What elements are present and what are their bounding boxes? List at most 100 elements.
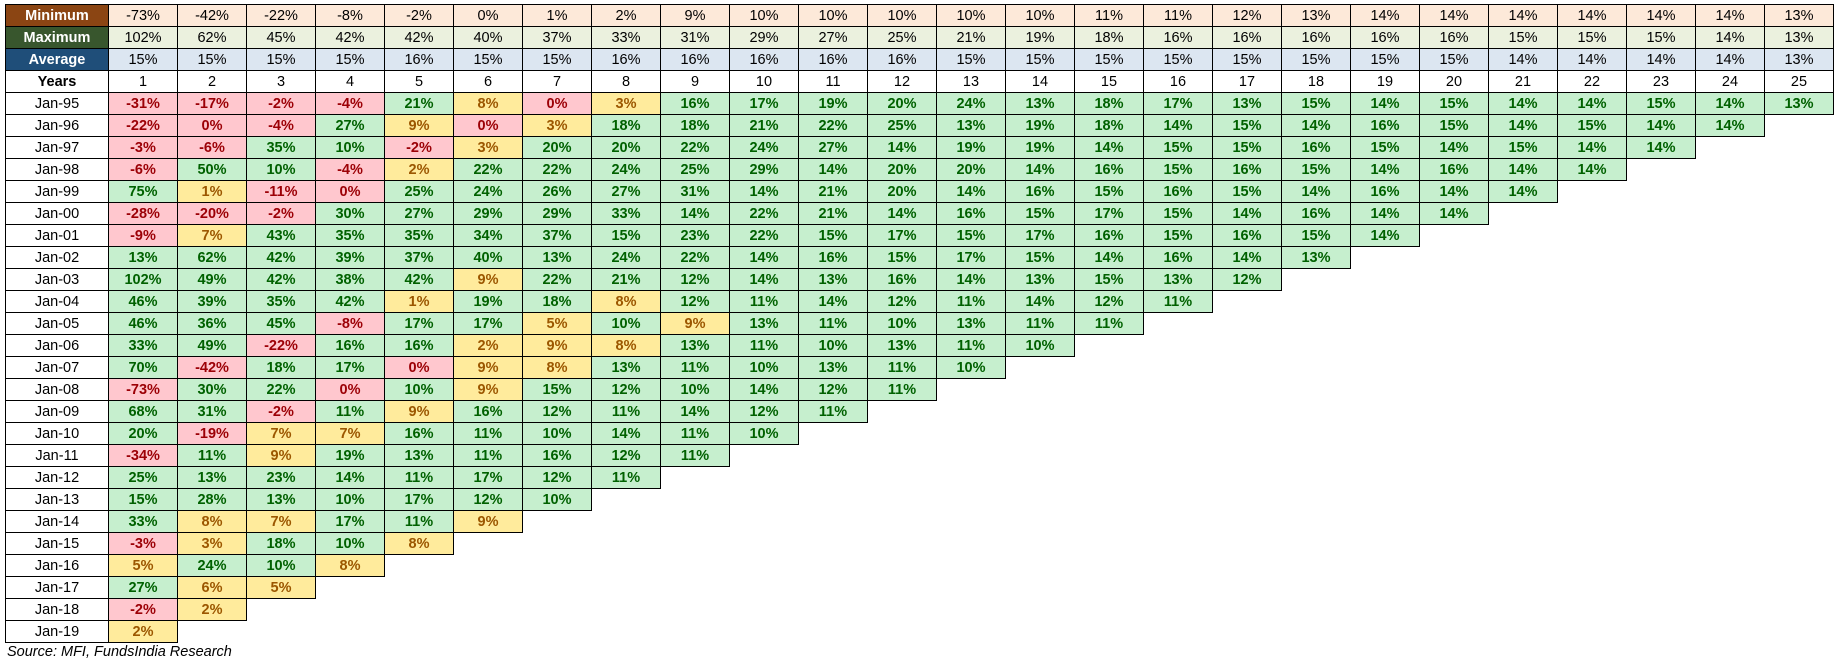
empty-cell xyxy=(1213,533,1282,555)
return-cell: 13% xyxy=(798,356,868,379)
return-cell: 14% xyxy=(1626,114,1696,137)
empty-cell xyxy=(937,511,1006,533)
empty-cell xyxy=(937,533,1006,555)
return-cell: 12% xyxy=(591,378,661,401)
empty-cell xyxy=(937,577,1006,599)
table-row: Jan-04 46% 39% 35% 42% 1% 19% 18% 8% 12% 11% 14% 12%… xyxy=(5,290,1834,313)
return-cell: 14% xyxy=(1557,92,1627,115)
empty-cell xyxy=(1627,203,1696,225)
empty-cell xyxy=(1144,313,1213,335)
average-value: 15% xyxy=(522,48,592,71)
return-cell: 14% xyxy=(1212,246,1282,269)
maximum-value: 18% xyxy=(1074,26,1144,49)
empty-cell xyxy=(730,489,799,511)
return-cell: 17% xyxy=(384,312,454,335)
return-cell: 22% xyxy=(453,158,523,181)
return-cell: 11% xyxy=(936,290,1006,313)
empty-cell xyxy=(1420,599,1489,621)
empty-cell xyxy=(1213,599,1282,621)
empty-cell xyxy=(1627,159,1696,181)
minimum-value: 12% xyxy=(1212,4,1282,27)
return-cell: 9% xyxy=(453,356,523,379)
empty-cell xyxy=(1213,423,1282,445)
maximum-value: 42% xyxy=(315,26,385,49)
empty-cell xyxy=(1282,621,1351,643)
empty-cell xyxy=(1765,137,1834,159)
table-row: Jan-11 -34% 11% 9% 19% 13% 11% 16% 12% 11% xyxy=(5,444,1834,467)
return-cell: -9% xyxy=(108,224,178,247)
empty-cell xyxy=(1006,423,1075,445)
maximum-value: 16% xyxy=(1281,26,1351,49)
maximum-value: 31% xyxy=(660,26,730,49)
return-cell: 17% xyxy=(453,312,523,335)
empty-cell xyxy=(1351,291,1420,313)
return-cell: 10% xyxy=(522,422,592,445)
average-value: 14% xyxy=(1626,48,1696,71)
return-cell: 9% xyxy=(246,444,316,467)
return-cell: 15% xyxy=(591,224,661,247)
empty-cell xyxy=(1696,225,1765,247)
empty-cell xyxy=(1075,533,1144,555)
return-cell: -31% xyxy=(108,92,178,115)
empty-cell xyxy=(523,533,592,555)
return-cell: 15% xyxy=(1074,180,1144,203)
return-cell: 16% xyxy=(1350,180,1420,203)
empty-cell xyxy=(1627,577,1696,599)
return-cell: 13% xyxy=(1212,92,1282,115)
empty-cell xyxy=(1696,621,1765,643)
return-cell: -19% xyxy=(177,422,247,445)
row-start-label: Jan-04 xyxy=(5,290,109,313)
return-cell: 75% xyxy=(108,180,178,203)
average-value: 15% xyxy=(1212,48,1282,71)
empty-cell xyxy=(1558,599,1627,621)
maximum-value: 102% xyxy=(108,26,178,49)
return-cell: 14% xyxy=(1626,136,1696,159)
empty-cell xyxy=(1282,357,1351,379)
return-cell: 21% xyxy=(591,268,661,291)
return-cell: 11% xyxy=(1143,290,1213,313)
year-column-header: 3 xyxy=(246,70,316,93)
table-row: Jan-98 -6% 50% 10% -4% 2% 22% 22% 24% 25% 29% 14% 20… xyxy=(5,158,1834,181)
return-cell: -42% xyxy=(177,356,247,379)
year-column-header: 9 xyxy=(660,70,730,93)
return-cell: 12% xyxy=(522,400,592,423)
empty-cell xyxy=(316,599,385,621)
empty-cell xyxy=(1351,357,1420,379)
return-cell: 35% xyxy=(315,224,385,247)
return-cell: 16% xyxy=(1143,180,1213,203)
minimum-value: 14% xyxy=(1488,4,1558,27)
return-cell: 15% xyxy=(1281,92,1351,115)
return-cell: 13% xyxy=(936,312,1006,335)
empty-cell xyxy=(1765,423,1834,445)
return-cell: 14% xyxy=(1350,202,1420,225)
minimum-row: Minimum -73% -42% -22% -8% -2% 0% 1% 2% 9% 10% 10% 1… xyxy=(5,4,1834,27)
return-cell: 12% xyxy=(729,400,799,423)
empty-cell xyxy=(385,577,454,599)
return-cell: 16% xyxy=(1005,180,1075,203)
empty-cell xyxy=(730,621,799,643)
empty-cell xyxy=(1558,577,1627,599)
empty-cell xyxy=(1489,291,1558,313)
table-row: Jan-17 27% 6% 5% xyxy=(5,576,1834,599)
return-cell: 20% xyxy=(522,136,592,159)
empty-cell xyxy=(1144,533,1213,555)
empty-cell xyxy=(730,445,799,467)
empty-cell xyxy=(1282,555,1351,577)
empty-cell xyxy=(1006,401,1075,423)
return-cell: 12% xyxy=(522,466,592,489)
return-cell: 14% xyxy=(1212,202,1282,225)
empty-cell xyxy=(1006,621,1075,643)
empty-cell xyxy=(1696,313,1765,335)
empty-cell xyxy=(1558,247,1627,269)
return-cell: -34% xyxy=(108,444,178,467)
empty-cell xyxy=(1489,357,1558,379)
return-cell: 15% xyxy=(1212,136,1282,159)
source-note: Source: MFI, FundsIndia Research xyxy=(7,644,232,660)
empty-cell xyxy=(1006,511,1075,533)
minimum-value: 10% xyxy=(798,4,868,27)
year-column-header: 18 xyxy=(1281,70,1351,93)
return-cell: 9% xyxy=(384,400,454,423)
empty-cell xyxy=(1420,489,1489,511)
empty-cell xyxy=(1075,511,1144,533)
return-cell: 9% xyxy=(522,334,592,357)
